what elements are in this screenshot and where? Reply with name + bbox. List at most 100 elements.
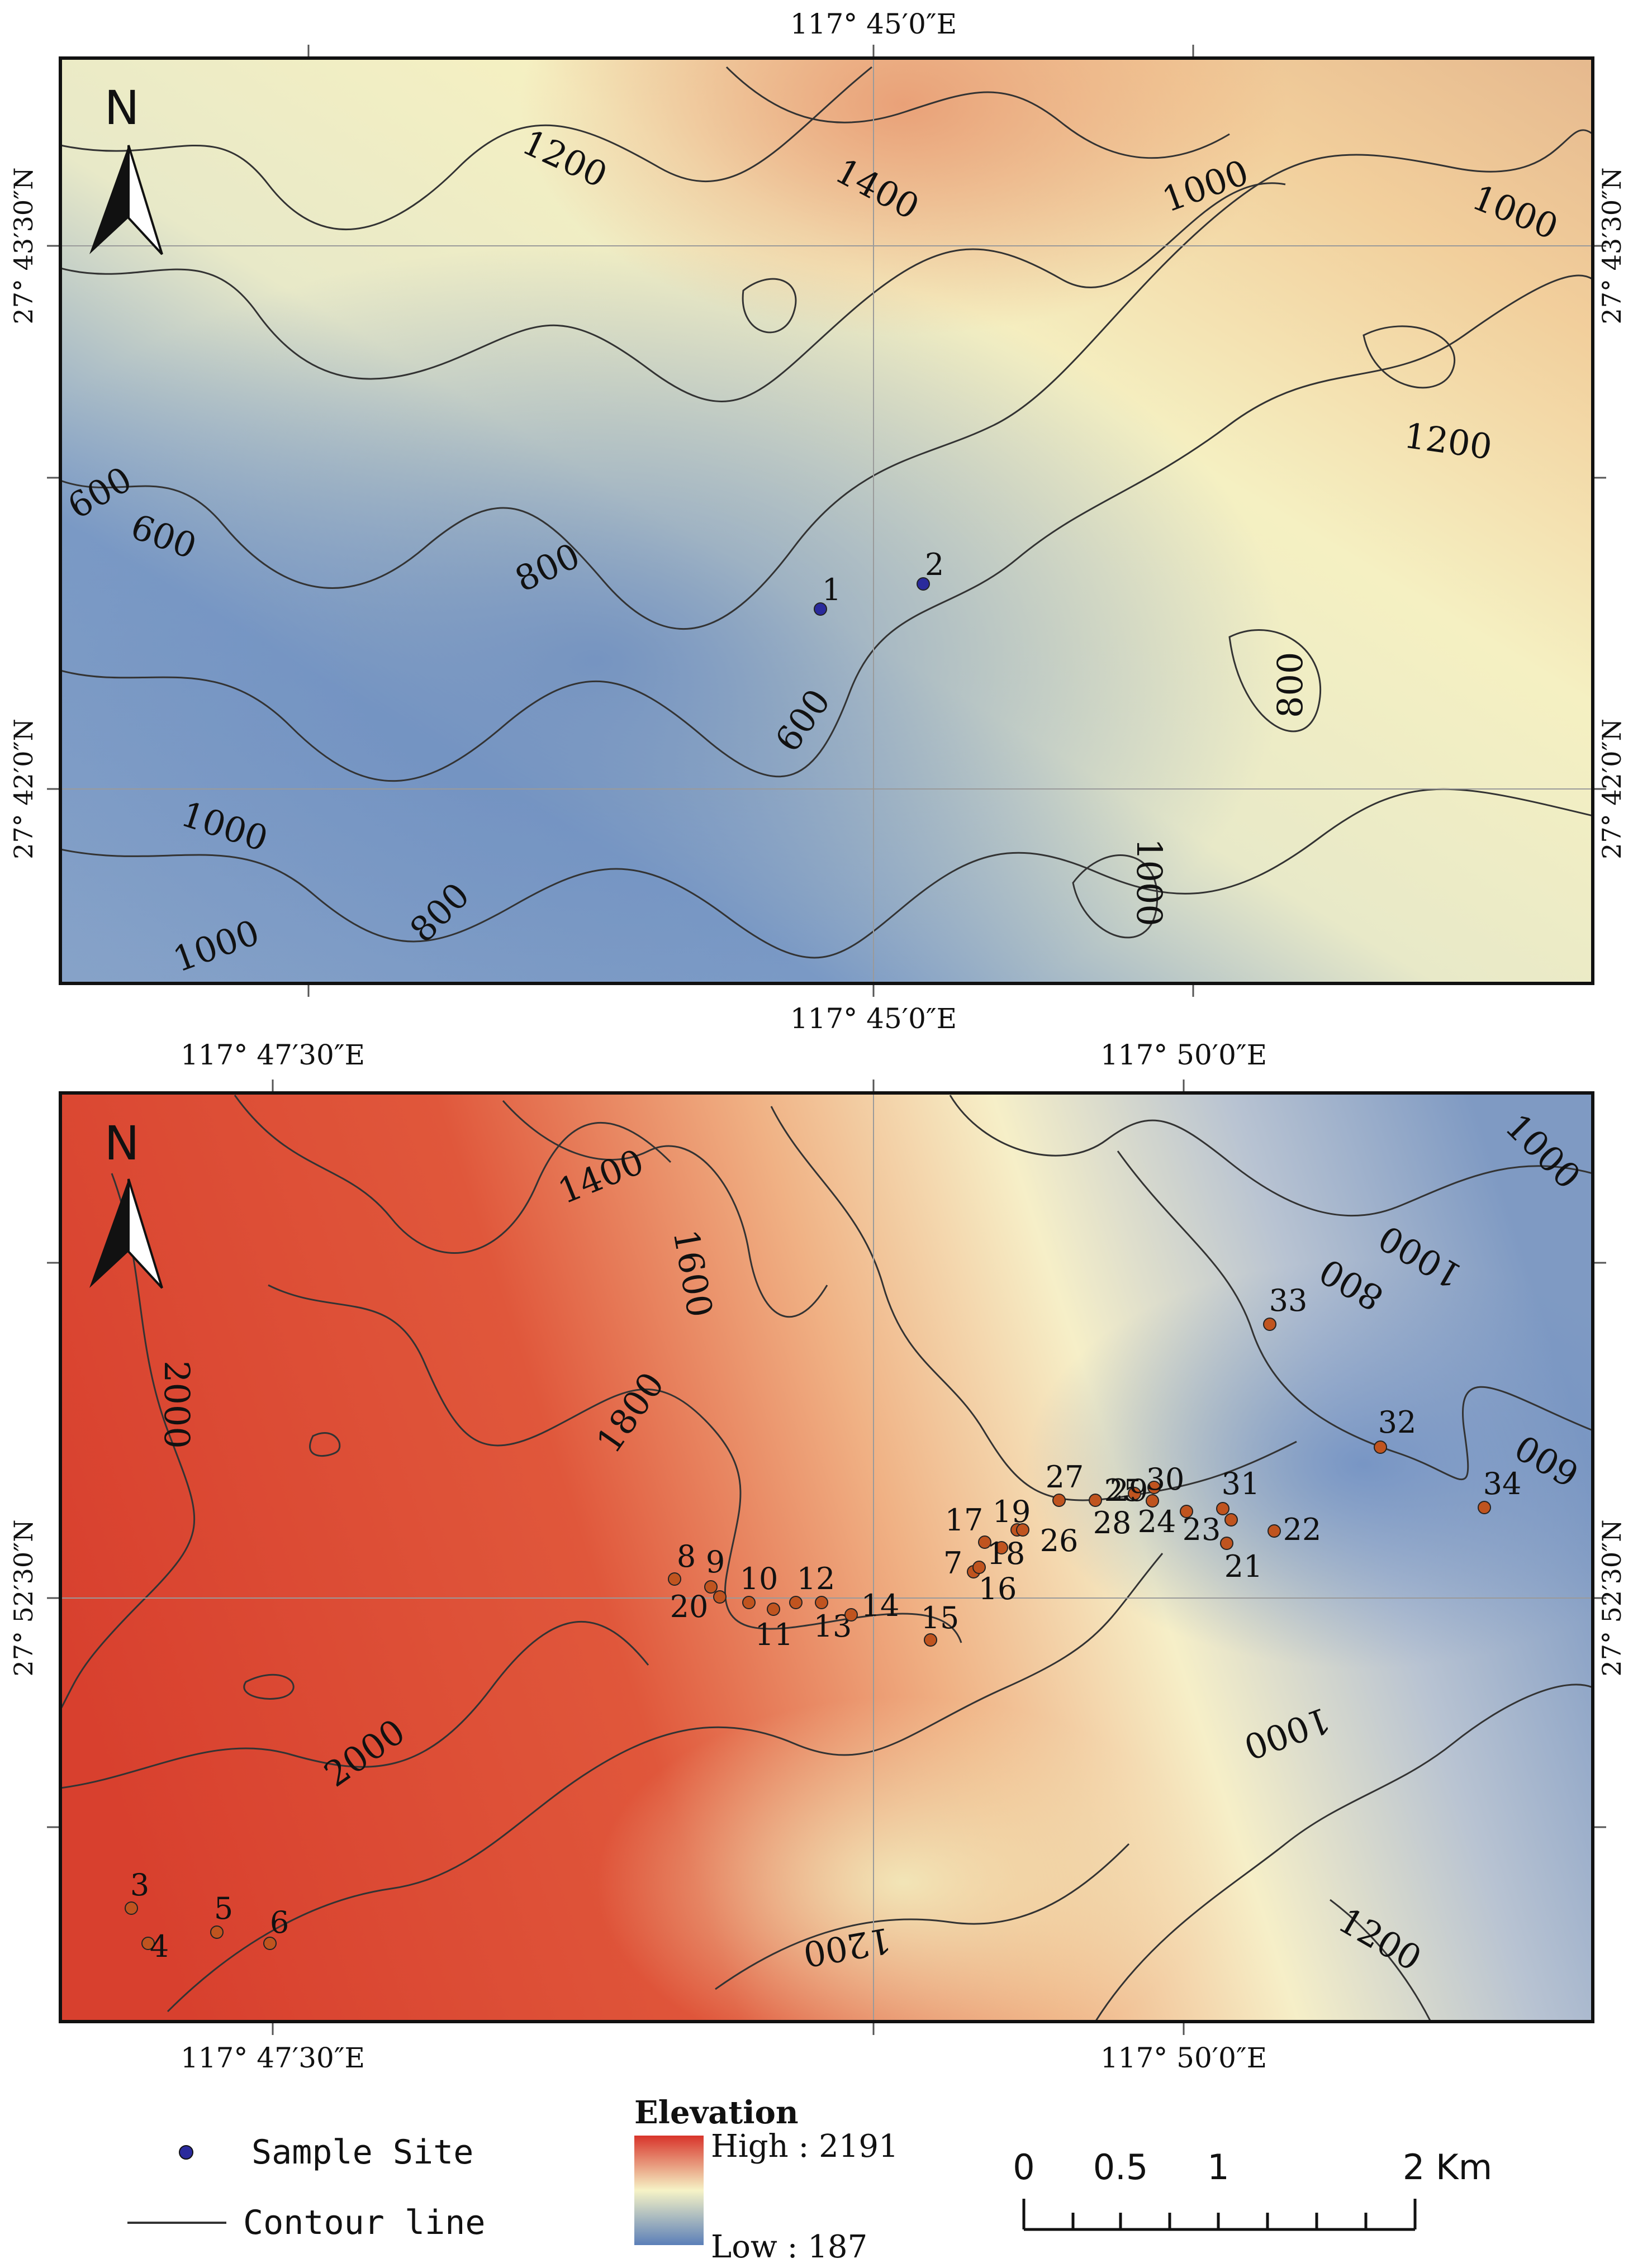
sample-site-label: 29 xyxy=(1110,1473,1148,1508)
elevation-color-ramp xyxy=(634,2136,704,2245)
sample-site-marker xyxy=(1147,1481,1161,1494)
sample-site-label: 16 xyxy=(979,1571,1017,1606)
contour-label: 1000 xyxy=(1129,838,1170,926)
map-bottom-contours xyxy=(60,1095,1593,2022)
sample-site-label: 9 xyxy=(706,1544,725,1580)
sample-site-marker xyxy=(1052,1494,1066,1507)
contour-label: 2000 xyxy=(156,1361,197,1449)
sample-site-label: 27 xyxy=(1046,1459,1084,1495)
scale-bar: 0 0.5 1 2 Km xyxy=(1013,2147,1492,2231)
sample-site-marker xyxy=(141,1937,155,1950)
top-lon-label-1: 117° 47′30″E xyxy=(181,1039,365,1071)
legend-contour-line-label: Contour line xyxy=(243,2203,485,2242)
sample-site-marker xyxy=(972,1561,986,1574)
sample-site-marker xyxy=(844,1608,858,1622)
sample-site-marker xyxy=(814,602,827,616)
sample-site-label: 10 xyxy=(740,1561,778,1596)
elevation-title: Elevation xyxy=(634,2094,799,2131)
elevation-high-label: High : 2191 xyxy=(711,2128,899,2165)
sample-site-label: 34 xyxy=(1483,1466,1522,1501)
bottom-lon-label-1: 117° 47′30″E xyxy=(181,2042,365,2074)
sample-site-label: 28 xyxy=(1093,1505,1132,1540)
sample-site-label: 20 xyxy=(670,1589,709,1624)
sample-site-marker xyxy=(815,1596,828,1609)
sample-site-label: 21 xyxy=(1224,1549,1263,1584)
sample-site-marker xyxy=(742,1596,756,1609)
sample-site-marker xyxy=(1224,1513,1238,1527)
map-top-graticule xyxy=(60,58,1593,983)
left-lat-label: 27° 52′30″N xyxy=(8,1519,39,1676)
map-bottom-frame xyxy=(59,1091,1594,2023)
sample-site-label: 17 xyxy=(945,1503,984,1538)
sample-site-marker xyxy=(1478,1501,1491,1514)
sample-site-label: 15 xyxy=(921,1600,960,1635)
scale-label-0-5: 0.5 xyxy=(1093,2147,1148,2188)
sample-site-marker xyxy=(210,1925,224,1939)
left-lat-label-2: 27° 42′0″N xyxy=(8,719,39,859)
sample-site-marker xyxy=(978,1535,991,1549)
right-lat-label-1: 27° 43′30″N xyxy=(1597,167,1627,324)
right-lat-label: 27° 52′30″N xyxy=(1597,1519,1627,1676)
sample-site-marker xyxy=(1089,1494,1102,1507)
sample-site-label: 3 xyxy=(130,1867,149,1903)
sample-site-marker xyxy=(1016,1523,1029,1537)
sample-site-label: 8 xyxy=(677,1539,696,1574)
sample-site-marker xyxy=(924,1633,937,1647)
sample-site-label: 33 xyxy=(1269,1283,1308,1318)
sample-site-marker xyxy=(713,1590,727,1604)
bottom-lon-label: 117° 45′0″E xyxy=(790,1002,957,1035)
sample-site-marker xyxy=(1146,1494,1159,1508)
sample-site-marker xyxy=(995,1541,1008,1554)
scale-label-2: 2 Km xyxy=(1403,2147,1492,2188)
sample-site-label: 22 xyxy=(1283,1512,1322,1547)
scale-label-1: 1 xyxy=(1207,2147,1229,2188)
sample-site-label: 4 xyxy=(150,1929,169,1964)
north-label: N xyxy=(105,80,140,135)
top-lon-label: 117° 45′0″E xyxy=(790,8,957,40)
map-top-contours xyxy=(60,66,1593,959)
sample-site-label: 32 xyxy=(1378,1405,1417,1440)
sample-site-label: 2 xyxy=(925,547,944,582)
north-label: N xyxy=(105,1116,140,1171)
sample-site-marker xyxy=(767,1603,780,1616)
map-top-frame xyxy=(59,56,1594,985)
sample-site-label: 7 xyxy=(943,1546,962,1581)
top-lon-label-2: 117° 50′0″E xyxy=(1100,1039,1267,1071)
sample-site-marker xyxy=(1263,1318,1276,1331)
contour-label: 800 xyxy=(1270,652,1311,718)
sample-site-marker xyxy=(1216,1502,1229,1515)
sample-site-label: 26 xyxy=(1040,1523,1079,1558)
right-lat-label-2: 27° 42′0″N xyxy=(1597,719,1627,859)
bottom-lon-label-2: 117° 50′0″E xyxy=(1100,2042,1267,2074)
sample-site-label: 23 xyxy=(1183,1512,1221,1547)
map-bottom-ticks xyxy=(47,1080,1606,2035)
map-top-sample-sites: 12 xyxy=(814,547,944,616)
map-bottom-graticule xyxy=(60,1093,1593,2022)
scale-label-0: 0 xyxy=(1013,2147,1034,2188)
sample-site-label: 14 xyxy=(861,1588,900,1623)
sample-site-marker xyxy=(1374,1440,1387,1454)
sample-site-marker xyxy=(917,577,930,591)
sample-site-marker xyxy=(263,1937,277,1950)
north-arrow-icon: N xyxy=(89,1116,163,1289)
elevation-low-label: Low : 187 xyxy=(711,2229,867,2265)
legend: Sample Site Contour line Elevation High … xyxy=(127,2094,899,2265)
sample-site-marker xyxy=(1128,1487,1141,1500)
sample-site-label: 31 xyxy=(1222,1466,1260,1501)
sample-site-marker xyxy=(125,1901,138,1915)
sample-site-label: 11 xyxy=(755,1617,794,1652)
map-bottom: 1400 1600 2000 1800 2000 1000 1000 800 6… xyxy=(8,1039,1627,2074)
sample-site-marker xyxy=(1180,1505,1193,1518)
sample-site-marker xyxy=(704,1580,718,1594)
legend-sample-site-label: Sample Site xyxy=(251,2133,473,2172)
left-lat-label-1: 27° 43′30″N xyxy=(8,167,39,324)
sample-site-marker xyxy=(668,1572,681,1586)
sample-site-label: 6 xyxy=(270,1905,289,1940)
sample-site-marker xyxy=(789,1596,803,1609)
sample-site-marker xyxy=(1268,1524,1281,1538)
legend-sample-site-marker xyxy=(179,2145,193,2160)
sample-site-marker xyxy=(1220,1537,1233,1550)
north-arrow-icon: N xyxy=(89,80,163,255)
